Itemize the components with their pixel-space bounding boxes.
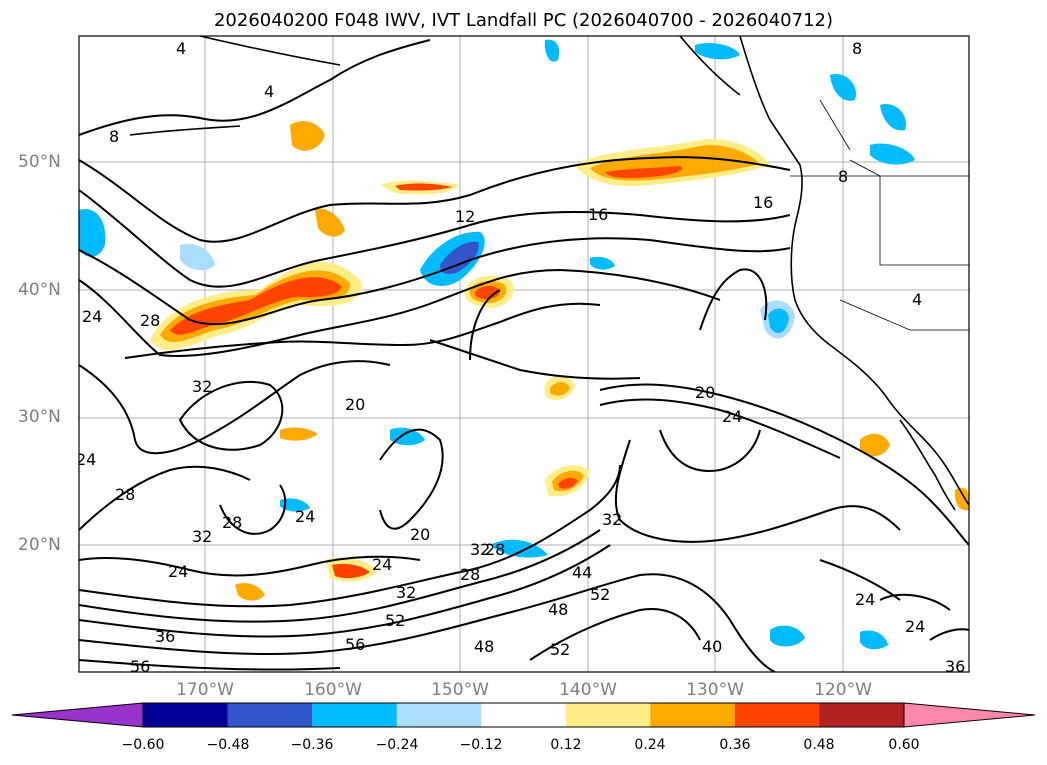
contour-label: 32 bbox=[602, 510, 622, 529]
contour-label: 20 bbox=[345, 395, 365, 414]
contour-label: 24 bbox=[82, 307, 102, 326]
contour-label: 32 bbox=[470, 540, 490, 559]
lon-label: 150°W bbox=[431, 680, 489, 700]
colorbar-segment bbox=[565, 703, 651, 727]
lat-label: 40°N bbox=[18, 280, 61, 300]
contour-label: 28 bbox=[460, 565, 480, 584]
colorbar-label: 0.12 bbox=[550, 737, 582, 753]
political-borders bbox=[790, 99, 969, 331]
colorbar-extend-low bbox=[11, 702, 144, 728]
contour-label-group: 4 4 4 8 8 8 12 16 16 20 20 20 24 24 24 2… bbox=[76, 39, 965, 676]
contour-label: 24 bbox=[722, 407, 742, 426]
contour-lines bbox=[79, 39, 969, 672]
contour-label: 24 bbox=[905, 617, 925, 636]
lon-label: 130°W bbox=[686, 680, 744, 700]
lat-label: 50°N bbox=[18, 152, 61, 172]
lon-label: 170°W bbox=[176, 680, 234, 700]
colorbar-label: 0.36 bbox=[719, 737, 751, 753]
colorbar-segment bbox=[227, 703, 313, 727]
colorbar-segment bbox=[734, 703, 820, 727]
map-title: 2026040200 F048 IWV, IVT Landfall PC (20… bbox=[213, 10, 834, 31]
colorbar-label: −0.60 bbox=[121, 737, 165, 753]
map-frame bbox=[78, 35, 970, 673]
lon-label: 140°W bbox=[559, 680, 617, 700]
contour-label: 28 bbox=[485, 540, 505, 559]
contour-label: 52 bbox=[550, 640, 570, 659]
contour-label: 8 bbox=[852, 39, 862, 58]
colorbar-label: −0.48 bbox=[206, 737, 250, 753]
contour-label: 28 bbox=[222, 513, 242, 532]
lat-label: 20°N bbox=[18, 535, 61, 555]
colorbar-segment bbox=[312, 703, 398, 727]
contour-label: 4 bbox=[264, 82, 274, 101]
colorbar-segment bbox=[819, 703, 905, 727]
contour-label: 28 bbox=[115, 485, 135, 504]
contour-label: 20 bbox=[410, 525, 430, 544]
colorbar-segment bbox=[396, 703, 482, 727]
contour-label: 24 bbox=[76, 450, 96, 469]
contour-label: 36 bbox=[155, 627, 175, 646]
contour-label: 40 bbox=[702, 637, 722, 656]
colorbar-label: 0.48 bbox=[803, 737, 835, 753]
contour-label: 4 bbox=[912, 290, 922, 309]
colorbar-segment bbox=[143, 703, 229, 727]
contour-label: 52 bbox=[385, 611, 405, 630]
contour-label: 56 bbox=[130, 657, 150, 676]
lon-label: 160°W bbox=[304, 680, 362, 700]
contour-label: 8 bbox=[838, 167, 848, 186]
colorbar-label: 0.60 bbox=[888, 737, 920, 753]
contour-label: 28 bbox=[140, 311, 160, 330]
colorbar-label: −0.36 bbox=[290, 737, 334, 753]
contour-label: 36 bbox=[945, 657, 965, 676]
lon-label: 120°W bbox=[814, 680, 872, 700]
contour-label: 16 bbox=[588, 205, 608, 224]
contour-label: 20 bbox=[695, 383, 715, 402]
contour-label: 48 bbox=[474, 637, 494, 656]
contour-label: 32 bbox=[396, 583, 416, 602]
colorbar-label: −0.24 bbox=[375, 737, 419, 753]
contour-label: 56 bbox=[345, 635, 365, 654]
contour-label: 52 bbox=[590, 585, 610, 604]
colorbar-label: −0.12 bbox=[459, 737, 503, 753]
contour-label: 8 bbox=[109, 127, 119, 146]
contour-label: 48 bbox=[548, 600, 568, 619]
colorbar-segment bbox=[481, 703, 567, 727]
contour-label: 16 bbox=[753, 193, 773, 212]
contour-label: 24 bbox=[372, 555, 392, 574]
contour-label: 32 bbox=[192, 527, 212, 546]
contour-label: 24 bbox=[168, 562, 188, 581]
contour-label: 24 bbox=[855, 590, 875, 609]
contour-label: 44 bbox=[572, 563, 592, 582]
coastlines bbox=[129, 36, 969, 511]
contour-label: 12 bbox=[455, 207, 475, 226]
contour-label: 32 bbox=[192, 377, 212, 396]
contour-label: 4 bbox=[176, 39, 186, 58]
colorbar-extend-high bbox=[903, 702, 1036, 728]
lat-label: 30°N bbox=[18, 407, 61, 427]
contour-label: 24 bbox=[295, 507, 315, 526]
colorbar-segment bbox=[650, 703, 736, 727]
colorbar-label: 0.24 bbox=[634, 737, 666, 753]
